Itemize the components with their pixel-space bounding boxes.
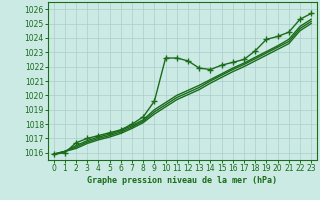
X-axis label: Graphe pression niveau de la mer (hPa): Graphe pression niveau de la mer (hPa) [87,176,277,185]
